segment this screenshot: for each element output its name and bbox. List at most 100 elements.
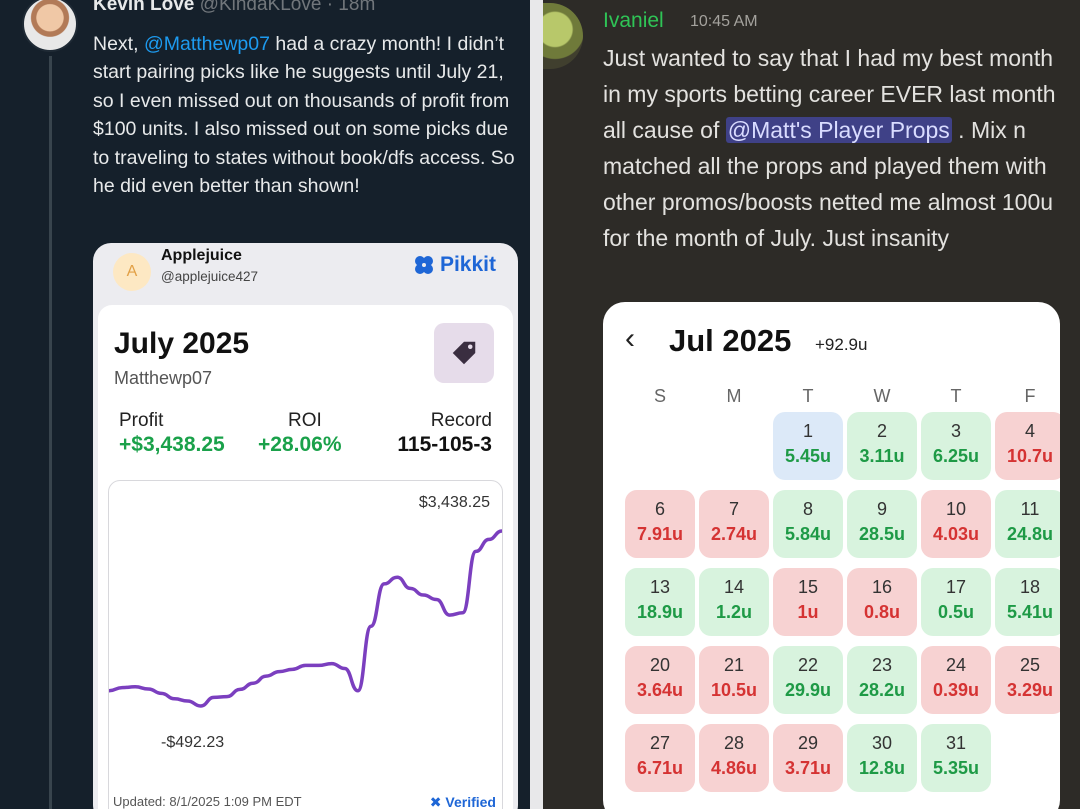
calendar-day-22[interactable]: 22 29.9u <box>773 646 843 714</box>
pikkit-share-card[interactable]: A Applejuice @applejuice427 Pikkit July … <box>93 243 518 809</box>
day-number: 1 <box>802 421 813 441</box>
discord-message: Just wanted to say that I had my best mo… <box>603 40 1073 256</box>
calendar-day-27[interactable]: 27 6.71u <box>625 724 695 792</box>
day-units: 3.11u <box>859 446 905 466</box>
calendar-day-31[interactable]: 31 5.35u <box>921 724 991 792</box>
calendar-day-21[interactable]: 21 10.5u <box>699 646 769 714</box>
avatar[interactable] <box>22 0 78 52</box>
clover-icon <box>414 256 433 274</box>
tweet-time[interactable]: · 18m <box>326 0 376 15</box>
chart-min-label: -$492.23 <box>161 734 225 751</box>
panel-divider <box>530 0 543 809</box>
day-number: 2 <box>876 421 887 441</box>
record-label: Record <box>430 410 492 431</box>
avatar[interactable] <box>543 3 583 69</box>
tweet-text-before: Next, <box>93 33 144 55</box>
day-number: 11 <box>1020 499 1040 519</box>
weekday-label: T <box>950 386 962 406</box>
calendar-day-8[interactable]: 8 5.84u <box>773 490 843 558</box>
calendar-day-10[interactable]: 10 4.03u <box>921 490 991 558</box>
day-units: 10.5u <box>710 680 758 700</box>
profit-value: +$3,438.25 <box>119 433 225 456</box>
discord-timestamp: 10:45 AM <box>690 13 758 30</box>
calendar-day-16[interactable]: 16 0.8u <box>847 568 917 636</box>
calendar-day-11[interactable]: 11 24.8u <box>995 490 1060 558</box>
calendar-day-14[interactable]: 14 1.2u <box>699 568 769 636</box>
day-units: 18.9u <box>636 602 684 622</box>
pikkit-avatar: A <box>113 253 151 291</box>
day-number: 6 <box>654 499 665 519</box>
pikkit-handle: @applejuice427 <box>161 269 259 284</box>
weekday-label: W <box>873 386 891 406</box>
day-units: 1.2u <box>715 602 753 622</box>
day-units: 0.5u <box>937 602 975 622</box>
chart-max-label: $3,438.25 <box>418 494 490 511</box>
calendar-day-25[interactable]: 25 3.29u <box>995 646 1060 714</box>
day-units: 29.9u <box>784 680 832 700</box>
calendar-day-30[interactable]: 30 12.8u <box>847 724 917 792</box>
weekday-label: S <box>653 386 666 406</box>
calendar-day-1[interactable]: 1 5.45u <box>773 412 843 480</box>
roi-label: ROI <box>288 410 322 431</box>
calendar-day-20[interactable]: 20 3.64u <box>625 646 695 714</box>
calendar-day-18[interactable]: 18 5.41u <box>995 568 1060 636</box>
weekday-label: F <box>1024 386 1036 406</box>
calendar-day-24[interactable]: 24 0.39u <box>921 646 991 714</box>
day-units: 5.84u <box>784 524 832 544</box>
weekday-label: T <box>802 386 814 406</box>
calendar-day-29[interactable]: 29 3.71u <box>773 724 843 792</box>
calendar-day-3[interactable]: 3 6.25u <box>921 412 991 480</box>
author-name[interactable]: Kevin Love <box>93 0 195 15</box>
record-value: 115-105-3 <box>397 433 492 456</box>
updated-timestamp: Updated: 8/1/2025 1:09 PM EDT <box>113 794 302 809</box>
verified-badge: ✖ Verified <box>429 794 496 809</box>
calendar-day-13[interactable]: 13 18.9u <box>625 568 695 636</box>
day-number: 14 <box>723 577 745 597</box>
author-handle[interactable]: @KindaKLove <box>199 0 322 15</box>
calendar-total: +92.9u <box>815 335 868 354</box>
day-units: 5.35u <box>932 758 980 778</box>
calendar-day-9[interactable]: 9 28.5u <box>847 490 917 558</box>
discord-role-mention[interactable]: @Matt's Player Props <box>725 117 952 143</box>
day-number: 3 <box>950 421 961 441</box>
roi-value: +28.06% <box>258 433 342 456</box>
day-number: 31 <box>945 733 967 753</box>
day-number: 30 <box>871 733 893 753</box>
day-number: 24 <box>945 655 967 675</box>
tweet-mention-link[interactable]: @Matthewp07 <box>143 33 270 55</box>
calendar-day-28[interactable]: 28 4.86u <box>699 724 769 792</box>
calendar-month: Jul 2025 <box>669 323 792 358</box>
day-number: 9 <box>876 499 887 519</box>
day-units: 2.74u <box>710 524 758 544</box>
calendar-day-7[interactable]: 7 2.74u <box>699 490 769 558</box>
profit-chart: $3,438.25 -$492.23 <box>108 480 503 809</box>
calendar-day-6[interactable]: 6 7.91u <box>625 490 695 558</box>
tag-icon <box>452 341 476 365</box>
chevron-left-icon[interactable]: ‹ <box>625 322 635 355</box>
discord-text-before: Just wanted to say that I had my best mo… <box>603 45 1056 143</box>
tag-button[interactable] <box>434 323 494 383</box>
calendar-day-2[interactable]: 2 3.11u <box>847 412 917 480</box>
day-units: 10.7u <box>1006 446 1054 466</box>
day-number: 15 <box>797 577 819 597</box>
day-units: 6.25u <box>932 446 980 466</box>
day-number: 21 <box>723 655 745 675</box>
day-units: 28.2u <box>858 680 906 700</box>
day-units: 1u <box>797 602 819 622</box>
calendar-card: ‹ Jul 2025 +92.9u S M T W T F 1 5.45u 2 3.11u 3 6.2… <box>603 302 1060 809</box>
day-units: 6.71u <box>636 758 684 778</box>
pikkit-username: Applejuice <box>161 247 242 264</box>
profit-label: Profit <box>119 410 164 431</box>
discord-username[interactable]: Ivaniel <box>603 9 664 32</box>
day-number: 16 <box>871 577 893 597</box>
calendar-day-4[interactable]: 4 10.7u <box>995 412 1060 480</box>
discord-text-after: . Mix n matched all the props and played… <box>603 117 1054 251</box>
day-number: 17 <box>945 577 967 597</box>
day-units: 12.8u <box>858 758 906 778</box>
calendar-day-17[interactable]: 17 0.5u <box>921 568 991 636</box>
day-units: 28.5u <box>858 524 906 544</box>
day-units: 3.64u <box>636 680 684 700</box>
calendar-day-15[interactable]: 15 1u <box>773 568 843 636</box>
day-number: 22 <box>797 655 819 675</box>
calendar-day-23[interactable]: 23 28.2u <box>847 646 917 714</box>
